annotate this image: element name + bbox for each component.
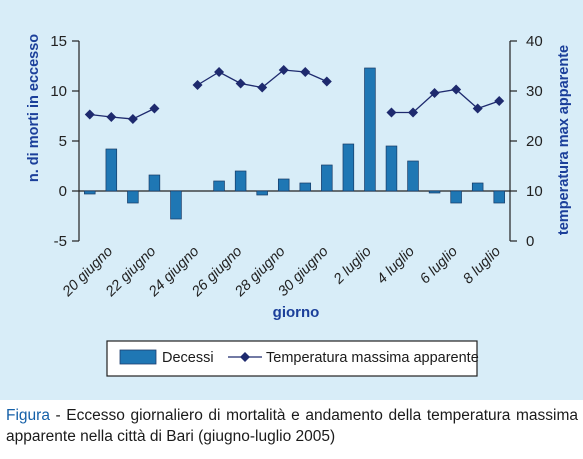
temperature-marker (127, 114, 138, 124)
bar (105, 148, 118, 192)
bar (234, 170, 247, 192)
temperature-marker (321, 76, 332, 87)
bar (256, 190, 268, 196)
y-tick-label-left: 10 (50, 83, 67, 100)
temperature-marker (214, 67, 225, 77)
bar (471, 182, 484, 192)
x-axis-label: giorno (273, 304, 320, 321)
y-tick-label-left: 5 (59, 133, 67, 150)
temperature-marker (84, 109, 95, 120)
temperature-marker (106, 112, 117, 122)
temperature-marker (429, 88, 440, 98)
bar (170, 190, 182, 220)
bar (148, 174, 161, 192)
y-tick-label-left: 0 (59, 183, 67, 200)
y-axis-right-label: temperatura max apparente (556, 45, 572, 235)
bar (364, 67, 376, 192)
y-tick-label-right: 20 (526, 133, 543, 150)
caption-label: Figura (6, 407, 50, 424)
chart-panel: -5 0 5 10 15 0 10 20 30 40 20 giugno 22 giugno 24 … (0, 0, 583, 400)
bar (428, 190, 441, 194)
x-tick-label: 8 luglio (460, 244, 504, 288)
x-tick-label: 4 luglio (374, 244, 418, 288)
legend-bar-swatch (119, 349, 157, 365)
bar (342, 143, 355, 192)
temperature-marker (408, 107, 419, 118)
bar (385, 145, 398, 192)
bar (84, 190, 96, 195)
right-axis: 0 10 20 30 40 (509, 33, 543, 250)
bar (277, 178, 290, 192)
caption-box (0, 402, 583, 459)
legend-line-label: Temperatura massima apparente (266, 350, 479, 366)
temperature-marker (494, 96, 505, 106)
temperature-marker (386, 107, 397, 118)
temperature-marker (235, 78, 246, 89)
bar (321, 164, 333, 192)
bar (213, 180, 225, 192)
bar-series (84, 67, 505, 220)
y-tick-label-right: 10 (526, 183, 543, 200)
y-tick-label-right: 30 (526, 83, 543, 100)
temperature-marker (192, 80, 203, 90)
temperature-marker (451, 84, 462, 95)
y-tick-label-right: 40 (526, 33, 543, 50)
legend-diamond-marker (240, 352, 250, 362)
temperature-marker (149, 103, 160, 114)
x-tick-label: 6 luglio (417, 244, 461, 288)
left-axis: -5 0 5 10 15 (50, 33, 510, 250)
legend: Decessi Temperatura massima apparente (106, 340, 479, 377)
y-tick-label-left: -5 (54, 233, 67, 250)
line-series (84, 65, 505, 124)
bar (299, 182, 312, 192)
y-tick-label-left: 15 (50, 33, 67, 50)
y-axis-left-label: n. di morti in eccesso (26, 34, 42, 182)
y-tick-label-right: 0 (526, 233, 534, 250)
figure-caption: Figura - Eccesso giornaliero di mortalit… (6, 405, 578, 447)
temperature-marker (257, 82, 268, 93)
temperature-line (391, 88, 500, 114)
bar (127, 190, 139, 204)
caption-text: - Eccesso giornaliero di mortalità e and… (6, 407, 578, 445)
bar (450, 190, 462, 204)
x-tick-label: 2 luglio (330, 244, 375, 289)
bar (407, 160, 419, 192)
bar (493, 190, 505, 204)
legend-bar-label: Decessi (162, 350, 214, 366)
temperature-line (89, 107, 155, 120)
temperature-marker (472, 103, 483, 114)
temperature-marker (300, 67, 311, 77)
temperature-marker (278, 65, 289, 75)
